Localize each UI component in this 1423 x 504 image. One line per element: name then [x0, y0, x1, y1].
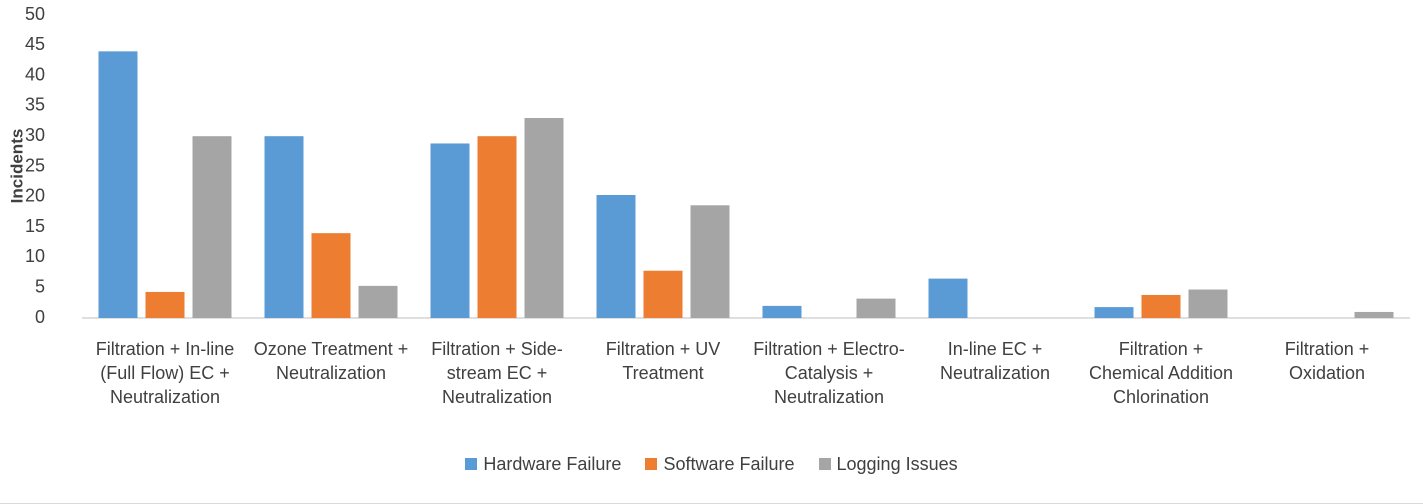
x-tick-label: Filtration + In-line (Full Flow) EC + Ne… [95, 339, 235, 407]
y-tick-label: 40 [25, 64, 45, 84]
bar [690, 205, 730, 318]
y-tick-label: 0 [35, 307, 45, 327]
legend-item: Logging Issues [818, 454, 958, 475]
bar [928, 278, 968, 318]
x-tick-label: Filtration + Chemical Addition Chlorinat… [1088, 339, 1234, 407]
x-tick-label: Filtration + Side-stream EC + Neutraliza… [431, 339, 563, 407]
legend-label: Hardware Failure [483, 454, 622, 474]
y-tick-label: 5 [35, 276, 45, 296]
legend: Hardware Failure Software Failure Logging … [0, 454, 1423, 475]
y-tick-label: 10 [25, 246, 45, 266]
bar [98, 51, 138, 319]
y-tick-label: 15 [25, 216, 45, 236]
bar [192, 136, 232, 318]
x-tick-label: Ozone Treatment + Neutralization [253, 339, 409, 383]
legend-item: Software Failure [645, 454, 795, 475]
legend-swatch [465, 458, 478, 470]
x-tick-label: Filtration + UV Treatment [605, 339, 721, 383]
legend-swatch [818, 458, 831, 470]
y-tick-label: 20 [25, 186, 45, 206]
bar [1354, 311, 1394, 318]
bar [477, 136, 517, 318]
x-tick-label: Filtration + Electro-Catalysis + Neutral… [753, 339, 905, 407]
bar [430, 143, 470, 318]
legend-label: Logging Issues [836, 454, 958, 474]
x-tick-label: Filtration + Oxidation [1284, 339, 1370, 383]
bar [1141, 294, 1181, 318]
x-tick-label: In-line EC + Neutralization [939, 339, 1051, 383]
bar [1188, 289, 1228, 318]
bar [311, 233, 351, 318]
y-tick-label: 35 [25, 95, 45, 115]
bar [524, 118, 564, 319]
y-tick-label: 45 [25, 34, 45, 54]
bar [145, 291, 185, 318]
legend-label: Software Failure [663, 454, 795, 474]
bar [264, 136, 304, 318]
bar [643, 270, 683, 318]
y-tick-label: 50 [25, 4, 45, 24]
y-tick-label: 25 [25, 155, 45, 175]
legend-swatch [645, 458, 658, 470]
y-tick-label: 30 [25, 125, 45, 145]
bar [358, 285, 398, 318]
bar [1094, 307, 1134, 318]
bar [596, 194, 636, 318]
bar [762, 305, 802, 318]
legend-item: Hardware Failure [465, 454, 621, 475]
y-axis-label: Incidents [7, 129, 26, 204]
bar [856, 298, 896, 318]
